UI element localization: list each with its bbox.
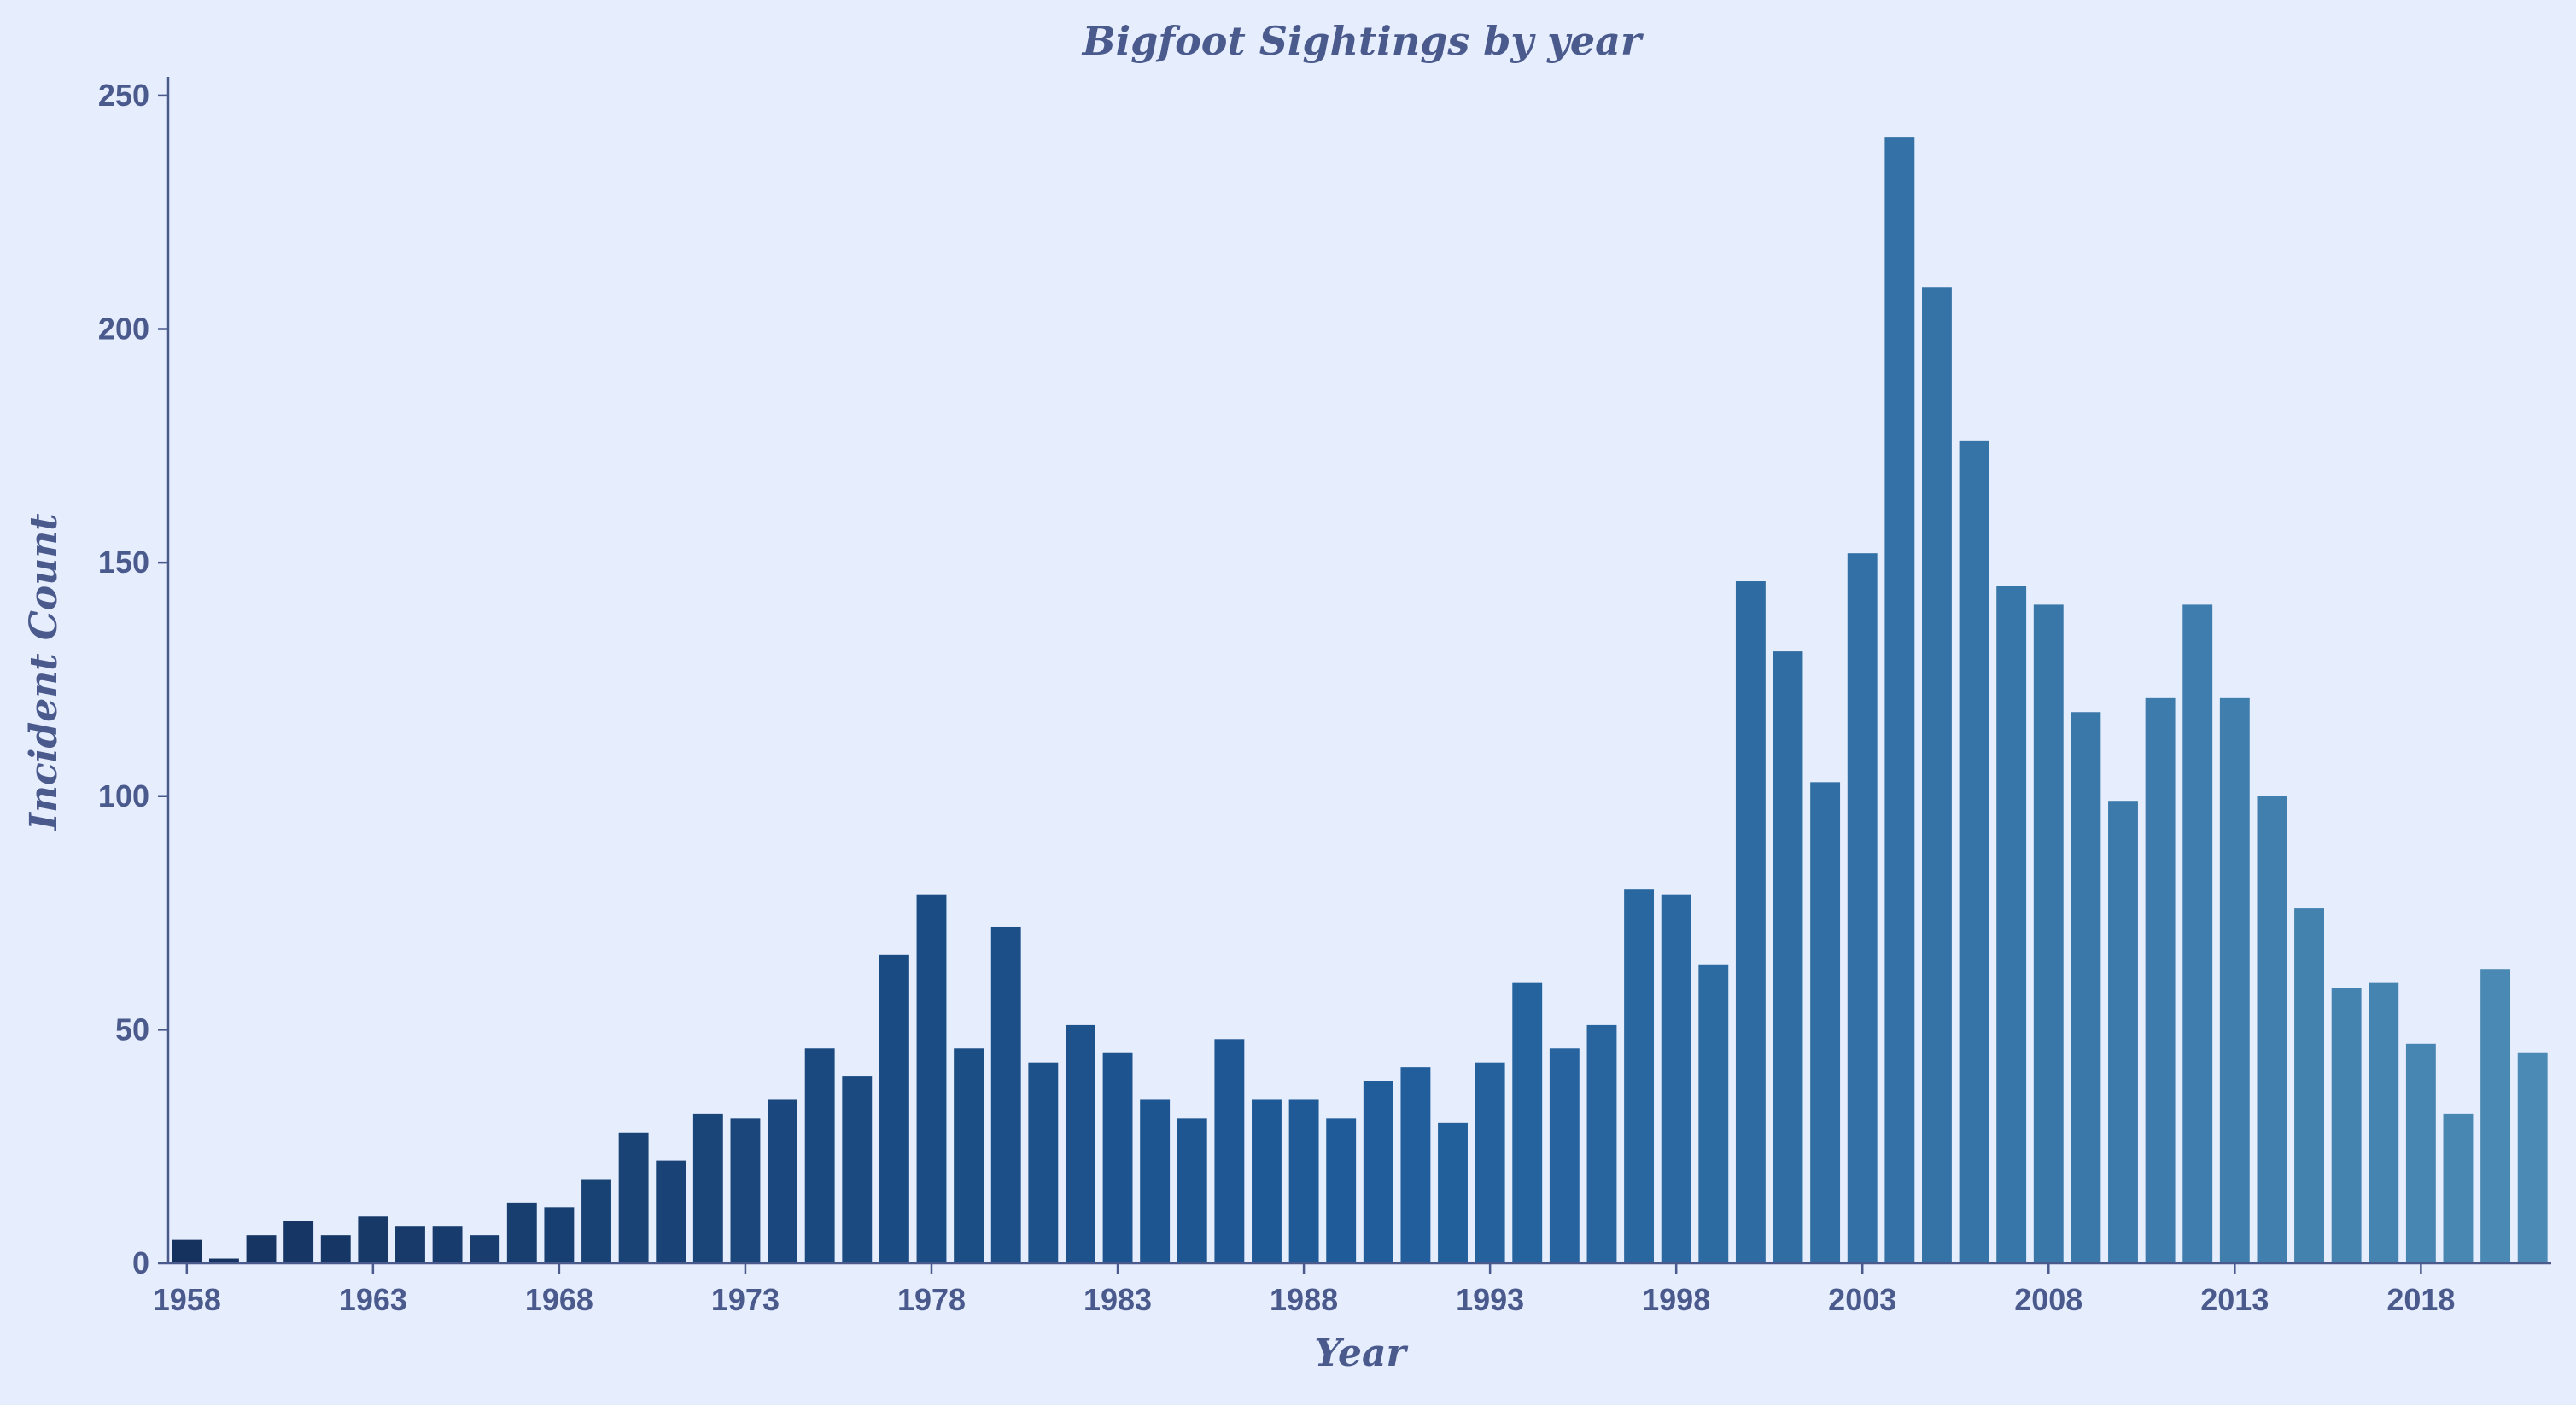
bar-2021	[2517, 1052, 2548, 1263]
bar-1974	[768, 1099, 797, 1263]
bars-group	[172, 137, 2548, 1263]
bar-1988	[1288, 1099, 1319, 1263]
bar-1998	[1661, 894, 1691, 1263]
x-tick-label: 1958	[153, 1282, 221, 1317]
bar-2013	[2219, 697, 2250, 1263]
y-axis-ticks: 0 50 100 150 200 250	[98, 78, 168, 1280]
bar-1960	[246, 1235, 277, 1263]
x-tick-label: 2018	[2386, 1282, 2455, 1317]
y-axis-label: Incident Count	[22, 513, 66, 831]
bar-1963	[358, 1216, 388, 1263]
bar-2007	[1996, 586, 2027, 1263]
x-tick-label: 1983	[1084, 1282, 1152, 1317]
bar-1968	[544, 1207, 575, 1263]
bar-1985	[1177, 1118, 1207, 1263]
x-tick-label: 1998	[1642, 1282, 1710, 1317]
bar-1970	[618, 1132, 649, 1263]
bar-1973	[730, 1118, 761, 1263]
bar-2004	[1884, 137, 1915, 1263]
bar-2008	[2033, 604, 2064, 1263]
x-axis-label: Year	[1314, 1332, 1408, 1375]
bar-1992	[1438, 1122, 1468, 1263]
bar-1967	[506, 1202, 537, 1263]
bar-1958	[172, 1239, 202, 1263]
bar-2006	[1959, 440, 1989, 1263]
bar-1980	[990, 926, 1021, 1263]
bar-2014	[2257, 796, 2287, 1263]
bar-1999	[1698, 964, 1729, 1263]
x-tick-label: 2008	[2014, 1282, 2082, 1317]
bar-2011	[2145, 697, 2176, 1263]
x-tick-label: 1973	[711, 1282, 780, 1317]
bar-1993	[1475, 1062, 1505, 1263]
bar-1971	[656, 1160, 686, 1263]
bar-1991	[1400, 1067, 1431, 1263]
bar-1962	[320, 1235, 351, 1263]
bar-2018	[2405, 1043, 2436, 1263]
bar-2009	[2071, 712, 2101, 1263]
bar-1994	[1512, 982, 1543, 1263]
bar-1964	[395, 1226, 425, 1263]
bar-2012	[2182, 604, 2213, 1263]
bar-2001	[1773, 651, 1803, 1263]
bar-1987	[1252, 1099, 1282, 1263]
x-tick-label: 1978	[897, 1282, 966, 1317]
bar-1979	[954, 1048, 984, 1263]
bar-1965	[432, 1226, 463, 1263]
bar-1975	[804, 1048, 835, 1263]
y-tick-label: 250	[98, 78, 149, 113]
bar-2017	[2369, 982, 2399, 1263]
x-tick-label: 1993	[1456, 1282, 1524, 1317]
bar-2002	[1810, 782, 1841, 1263]
bar-2019	[2443, 1113, 2474, 1263]
bar-1989	[1326, 1118, 1357, 1263]
bar-2000	[1735, 581, 1766, 1263]
bar-1981	[1028, 1062, 1059, 1263]
bar-1986	[1214, 1039, 1245, 1263]
x-tick-label: 1963	[339, 1282, 407, 1317]
bar-2015	[2294, 908, 2324, 1263]
x-axis-ticks: 1958 1963 1968 1973 1978 1983 1988 1993 1998 2003…	[153, 1263, 2455, 1317]
x-tick-label: 2013	[2200, 1282, 2269, 1317]
bar-1966	[470, 1235, 500, 1263]
x-tick-label: 2003	[1828, 1282, 1896, 1317]
bar-1972	[692, 1113, 723, 1263]
y-tick-label: 200	[98, 312, 149, 347]
y-tick-label: 100	[98, 778, 149, 813]
bar-2016	[2331, 988, 2362, 1263]
bar-1959	[208, 1258, 239, 1263]
bar-2010	[2108, 801, 2138, 1263]
chart-title: Bigfoot Sightings by year	[1081, 18, 1644, 64]
bar-1976	[842, 1076, 873, 1263]
y-tick-label: 50	[115, 1011, 149, 1046]
bar-1961	[283, 1221, 314, 1263]
bar-1982	[1065, 1024, 1095, 1263]
bar-1995	[1549, 1048, 1580, 1263]
bar-1978	[916, 894, 947, 1263]
bar-2003	[1847, 553, 1878, 1263]
bar-1996	[1586, 1024, 1617, 1263]
y-tick-label: 150	[98, 545, 149, 580]
x-tick-label: 1968	[525, 1282, 593, 1317]
x-tick-label: 1988	[1270, 1282, 1338, 1317]
bar-1969	[581, 1179, 611, 1263]
bar-2005	[1922, 287, 1952, 1263]
y-tick-label: 0	[132, 1245, 149, 1280]
bar-1983	[1102, 1052, 1133, 1263]
bar-1997	[1624, 889, 1655, 1263]
bar-2020	[2480, 969, 2511, 1263]
bar-1984	[1140, 1099, 1171, 1263]
bar-1977	[879, 954, 909, 1263]
bar-1990	[1363, 1081, 1393, 1263]
